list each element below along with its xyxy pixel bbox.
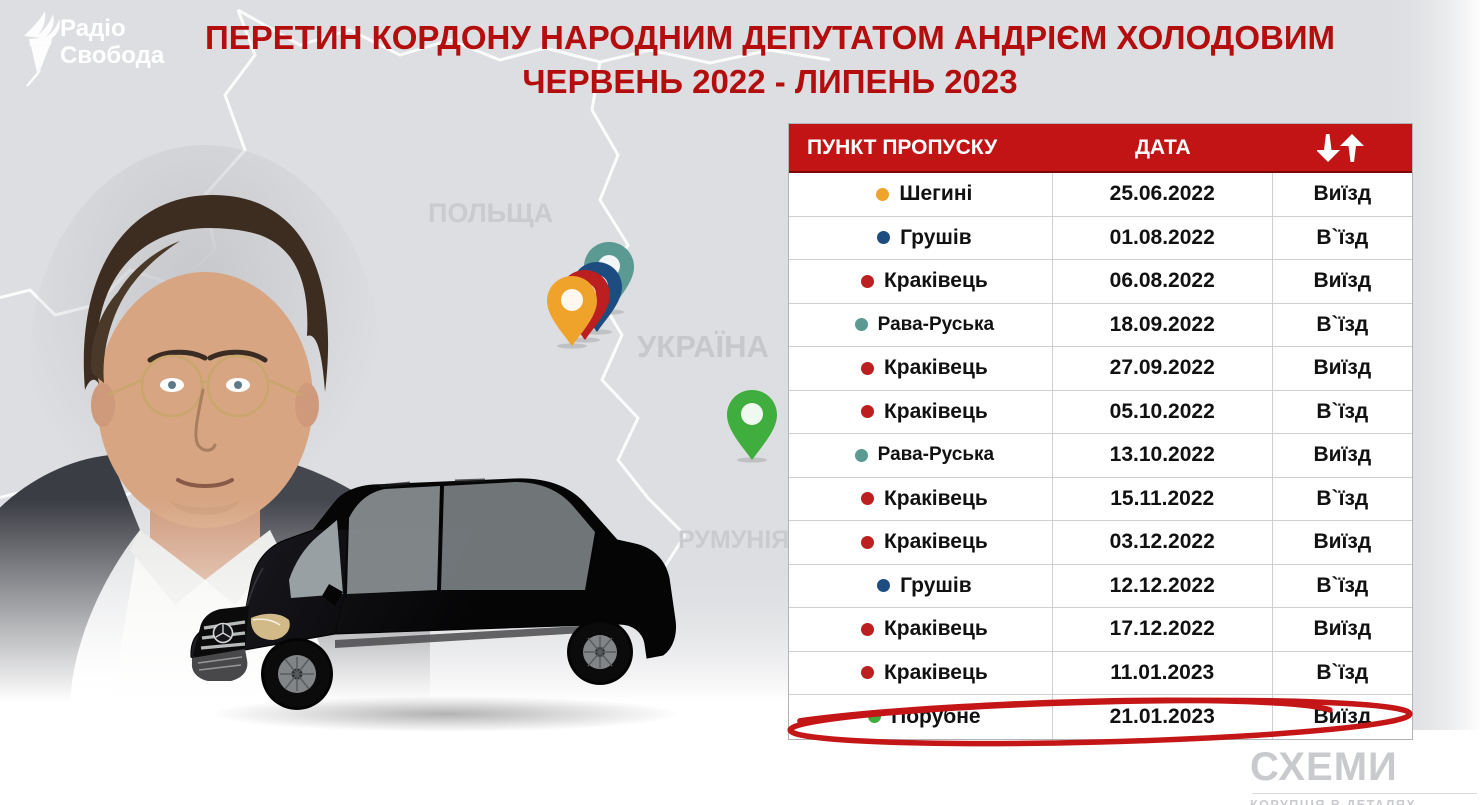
svg-text:РУМУНІЯ: РУМУНІЯ bbox=[678, 526, 789, 554]
svg-text:УКРАЇНА: УКРАЇНА bbox=[637, 329, 769, 364]
svg-text:ПОЛЬЩА: ПОЛЬЩА bbox=[428, 198, 553, 228]
